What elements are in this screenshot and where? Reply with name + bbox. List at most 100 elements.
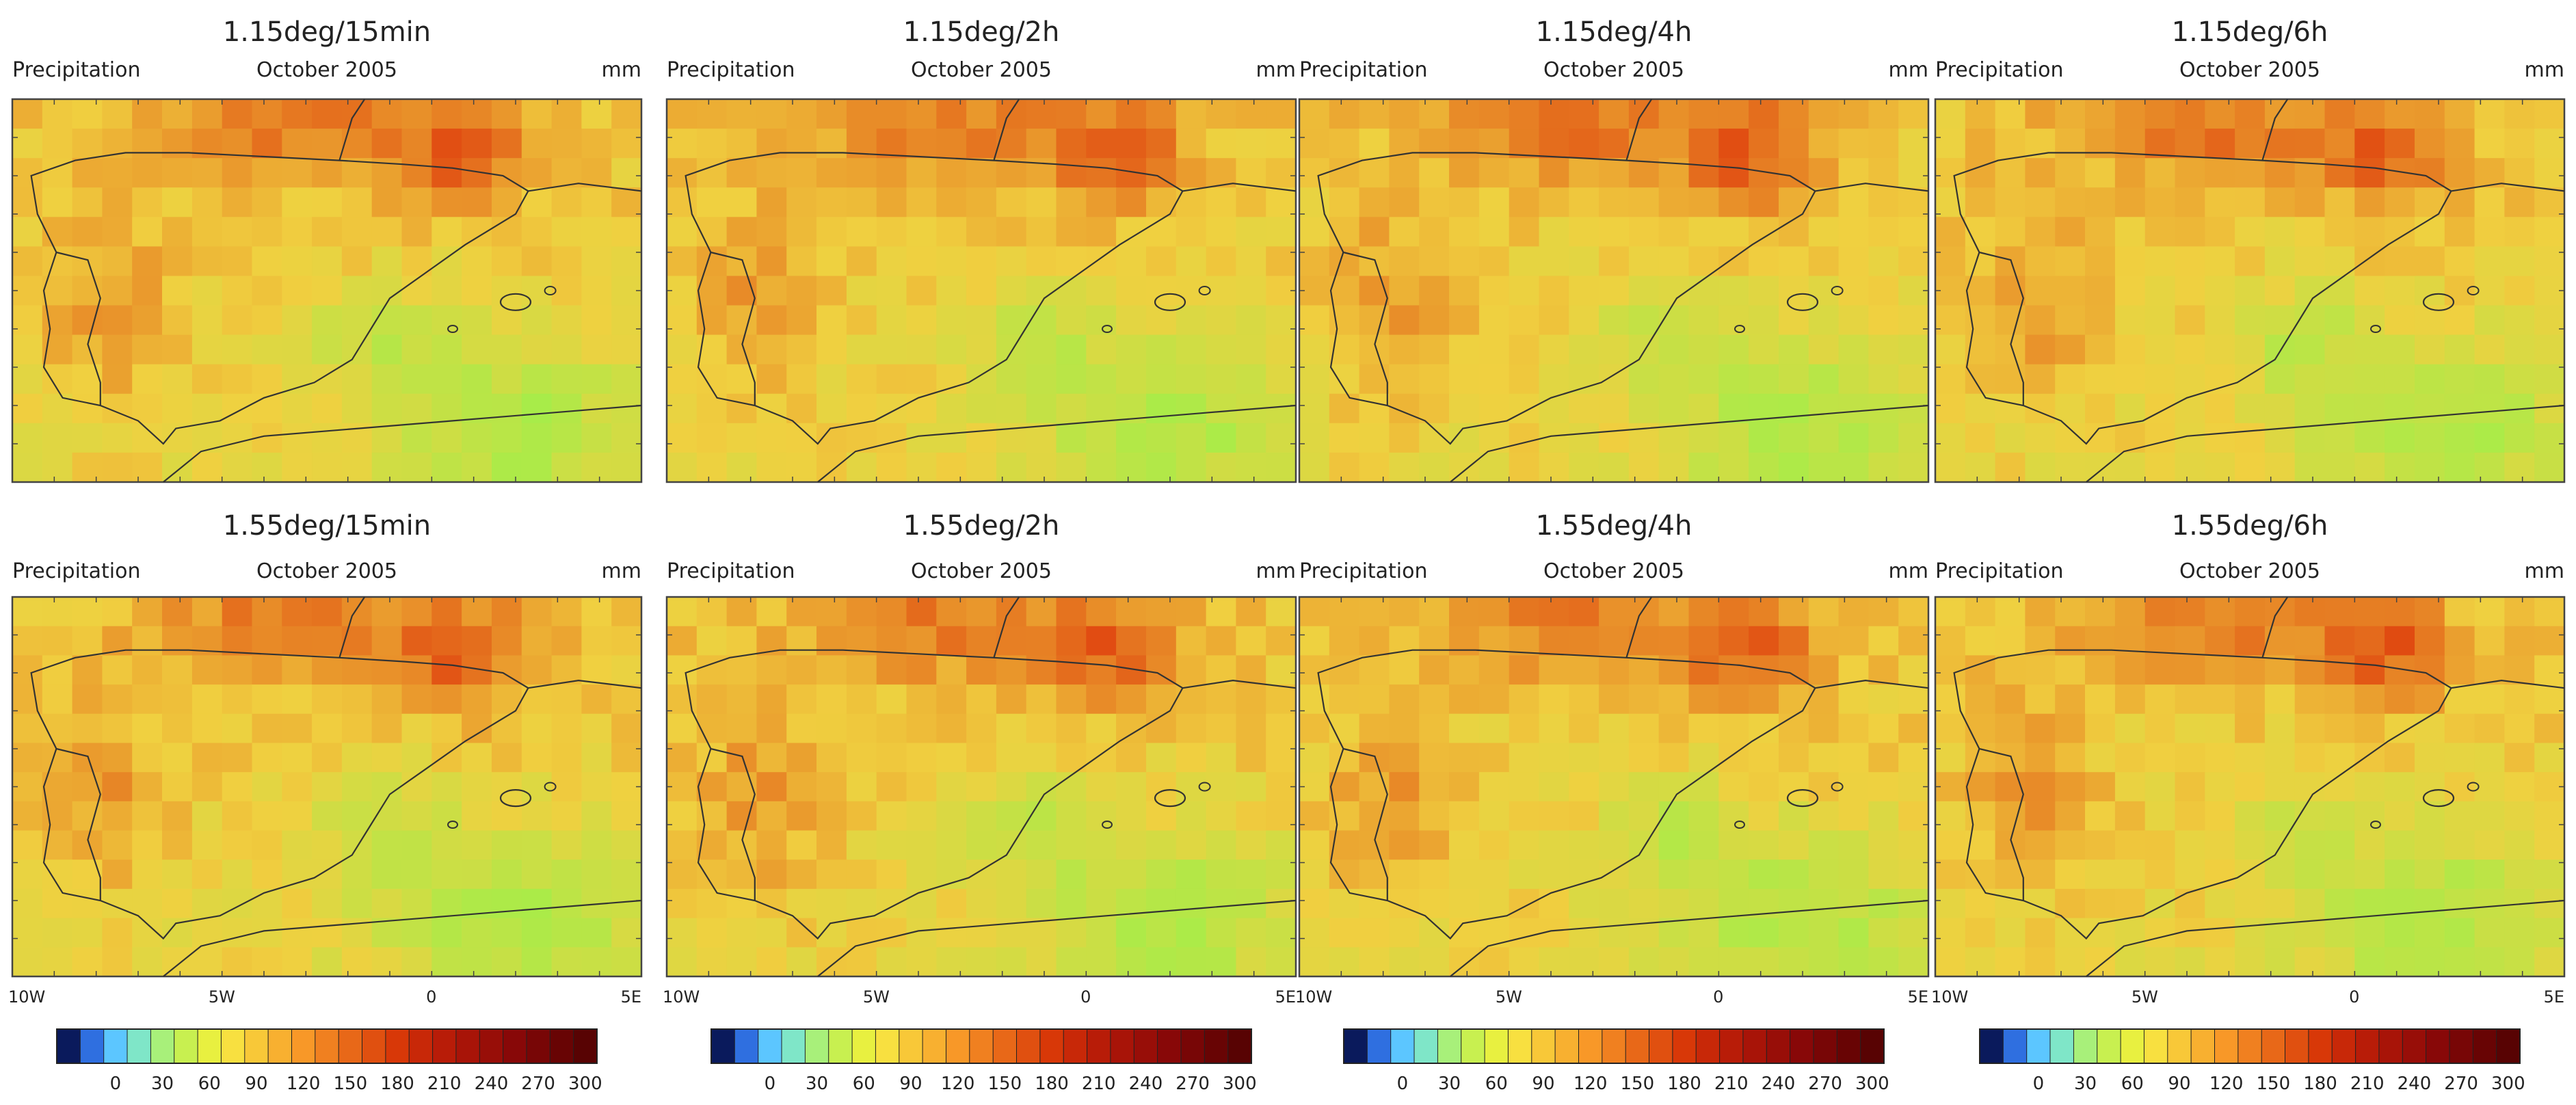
precip-cell <box>2085 452 2116 483</box>
precip-cell <box>1658 364 1690 395</box>
precip-cell <box>1808 364 1840 395</box>
precip-cell <box>492 947 522 977</box>
precip-cell <box>1359 393 1390 424</box>
precip-cell <box>42 713 73 744</box>
precip-cell <box>1266 246 1297 277</box>
precip-cell <box>521 393 553 424</box>
precip-cell <box>1449 452 1480 483</box>
precip-cell <box>2235 626 2266 656</box>
precip-cell <box>2354 597 2385 627</box>
precip-cell <box>1146 423 1177 453</box>
precip-cell <box>252 947 282 977</box>
precip-cell <box>1236 423 1266 453</box>
pyrenees-border <box>993 596 1020 658</box>
precip-cell <box>1838 334 1869 365</box>
precip-cell <box>1389 597 1420 627</box>
precip-cell <box>1779 830 1809 860</box>
precip-cell <box>1206 276 1236 306</box>
precip-cell <box>371 626 403 656</box>
precip-cell <box>551 801 582 831</box>
unit-label: mm <box>2525 559 2564 583</box>
precip-cell <box>551 276 582 306</box>
ibiza <box>2370 325 2381 333</box>
precip-cell <box>1086 217 1117 247</box>
precip-cell <box>1898 801 1929 831</box>
precip-cell <box>1779 364 1809 395</box>
precip-cell <box>162 364 193 395</box>
precip-cell <box>1389 801 1420 831</box>
precip-cell <box>966 423 997 453</box>
precip-cell <box>12 334 43 365</box>
precip-cell <box>756 947 787 977</box>
precip-cell <box>2354 918 2385 948</box>
precip-cell <box>2025 830 2056 860</box>
precip-cell <box>2324 217 2355 247</box>
precip-cell <box>786 743 817 773</box>
precip-cell <box>1599 276 1630 306</box>
precip-cell <box>1628 129 1660 159</box>
precip-cell <box>1176 129 1207 159</box>
precip-cell <box>1539 452 1569 483</box>
colorbar-swatch <box>127 1028 152 1064</box>
precip-cell <box>1176 860 1207 890</box>
precip-cell <box>2055 305 2086 336</box>
precip-cell <box>2264 626 2296 656</box>
colorbar-label: 120 <box>941 1074 975 1094</box>
precip-cell <box>1779 129 1809 159</box>
precip-cell <box>1868 99 1899 129</box>
precip-cell <box>581 334 612 365</box>
x-tick-label: 5E <box>2544 987 2564 1007</box>
panel-title: 1.55deg/2h <box>903 510 1060 542</box>
precip-cell <box>371 334 403 365</box>
precip-cell <box>72 713 103 744</box>
precip-cell <box>1628 158 1660 188</box>
precip-cell <box>341 129 373 159</box>
precip-cell <box>2504 860 2535 890</box>
precip-cell <box>1236 305 1266 336</box>
precip-cell <box>1658 684 1690 715</box>
precip-cell <box>2385 187 2415 217</box>
precip-cell <box>1206 888 1236 919</box>
precip-cell <box>1056 99 1087 129</box>
precip-cell <box>1086 187 1117 217</box>
menorca <box>2467 286 2480 295</box>
precip-cell <box>2114 452 2146 483</box>
precip-cell <box>1898 305 1929 336</box>
precip-cell <box>1995 246 2026 277</box>
precip-cell <box>1995 364 2026 395</box>
precip-cell <box>1206 830 1236 860</box>
precip-cell <box>72 452 103 483</box>
precip-cell <box>1838 305 1869 336</box>
precip-cell <box>1569 364 1599 395</box>
precip-cell <box>611 217 642 247</box>
precip-cell <box>2324 772 2355 802</box>
precip-cell <box>1779 713 1809 744</box>
precip-cell <box>2534 626 2565 656</box>
colorbar-swatch <box>992 1028 1018 1064</box>
precip-cell <box>996 947 1027 977</box>
precip-cell <box>2444 772 2475 802</box>
precip-cell <box>1086 423 1117 453</box>
precip-cell <box>1808 423 1840 453</box>
precip-cell <box>906 305 937 336</box>
precip-cell <box>1808 655 1840 685</box>
precip-cell <box>2324 888 2355 919</box>
precip-cell <box>462 947 492 977</box>
precip-cell <box>521 772 553 802</box>
precip-cell <box>2264 772 2296 802</box>
precip-cell <box>1898 246 1929 277</box>
precip-cell <box>906 452 937 483</box>
precip-cell <box>2085 246 2116 277</box>
precip-cell <box>846 830 877 860</box>
precip-cell <box>162 626 193 656</box>
precip-cell <box>876 305 907 336</box>
precip-cell <box>726 947 757 977</box>
precip-cell <box>1329 918 1360 948</box>
precip-cell <box>1965 743 1996 773</box>
precip-cell <box>1688 99 1719 129</box>
precip-cell <box>2354 364 2385 395</box>
precip-cell <box>1509 918 1540 948</box>
precip-cell <box>1056 772 1087 802</box>
colorbar-swatch <box>573 1028 598 1064</box>
